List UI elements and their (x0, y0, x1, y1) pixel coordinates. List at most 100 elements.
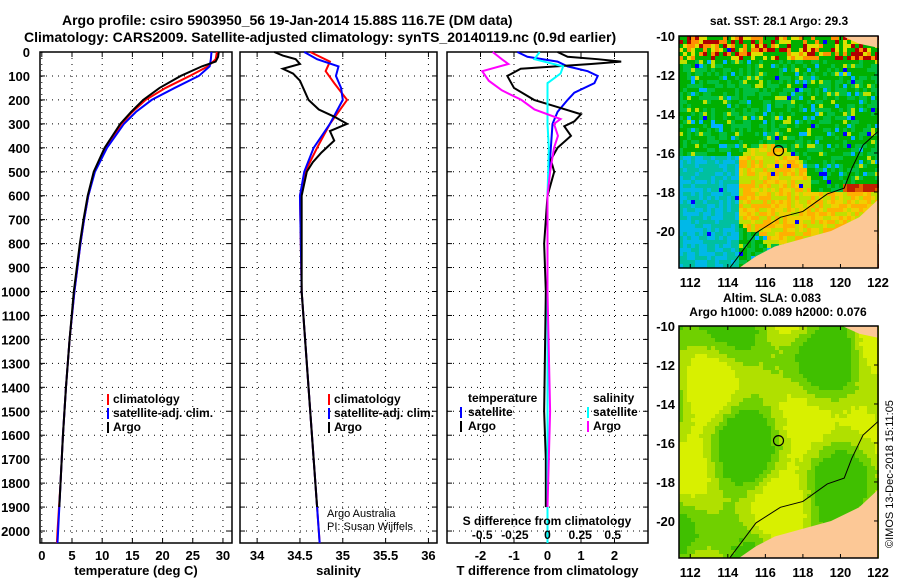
map-cell (679, 96, 683, 100)
map-cell (799, 422, 803, 426)
map-cell (823, 358, 827, 362)
map-cell (771, 172, 775, 176)
map-cell (755, 144, 759, 148)
map-cell (699, 72, 703, 76)
map-cell (751, 192, 755, 196)
map-cell (867, 354, 871, 358)
map-cell (803, 44, 807, 48)
map-cell (775, 120, 779, 124)
map-cell (875, 458, 879, 462)
map-cell (775, 88, 779, 92)
map-cell (715, 264, 719, 268)
map-cell (823, 426, 827, 430)
map-cell (679, 52, 683, 56)
map-cell (847, 204, 851, 208)
map-cell (827, 358, 831, 362)
map-cell (843, 96, 847, 100)
map-cell (683, 176, 687, 180)
map-cell (743, 76, 747, 80)
map-cell (731, 366, 735, 370)
map-cell (743, 100, 747, 104)
map-cell (699, 442, 703, 446)
map-cell (775, 378, 779, 382)
map-cell (751, 204, 755, 208)
map-cell (855, 350, 859, 354)
map-cell (787, 112, 791, 116)
map-cell (703, 338, 707, 342)
map-cell (871, 200, 875, 204)
map-cell (763, 176, 767, 180)
map-cell (715, 426, 719, 430)
map-cell (815, 80, 819, 84)
map-cell (859, 378, 863, 382)
map-cell (723, 112, 727, 116)
map-cell (691, 334, 695, 338)
map-cell (783, 176, 787, 180)
map-cell (691, 446, 695, 450)
map-cell (851, 76, 855, 80)
map-cell (771, 334, 775, 338)
map-cell (759, 128, 763, 132)
map-cell (815, 212, 819, 216)
map-cell (755, 88, 759, 92)
map-cell (691, 208, 695, 212)
map-cell (711, 414, 715, 418)
map-cell (815, 128, 819, 132)
map-cell (867, 140, 871, 144)
map-cell (747, 450, 751, 454)
map-cell (847, 116, 851, 120)
map-cell (763, 164, 767, 168)
map-cell (743, 430, 747, 434)
map-cell (811, 80, 815, 84)
map-cell (695, 378, 699, 382)
y-tick-label: 1300 (1, 356, 30, 371)
map-cell (819, 438, 823, 442)
map-cell (799, 76, 803, 80)
map-cell (723, 100, 727, 104)
map-cell (795, 334, 799, 338)
map-cell (875, 342, 879, 346)
map-cell (699, 172, 703, 176)
map-cell (691, 422, 695, 426)
map-cell (695, 438, 699, 442)
map-cell (823, 100, 827, 104)
map-cell (731, 426, 735, 430)
map-cell (775, 140, 779, 144)
map-cell (839, 354, 843, 358)
map-cell (807, 180, 811, 184)
map-cell (683, 188, 687, 192)
map-cell (843, 64, 847, 68)
map-cell (807, 48, 811, 52)
map-cell (747, 116, 751, 120)
map-cell (727, 208, 731, 212)
map-cell (831, 438, 835, 442)
map-cell (859, 180, 863, 184)
map-cell (707, 124, 711, 128)
map-cell (867, 438, 871, 442)
map-cell (851, 438, 855, 442)
map-cell (811, 406, 815, 410)
map-cell (703, 92, 707, 96)
map-cell (875, 358, 879, 362)
map-cell (739, 184, 743, 188)
map-cell (723, 390, 727, 394)
map-cell (851, 378, 855, 382)
map-cell (819, 180, 823, 184)
map-cell (859, 458, 863, 462)
map-cell (707, 244, 711, 248)
map-cell (763, 438, 767, 442)
map-cell (803, 80, 807, 84)
map-cell (711, 220, 715, 224)
map-cell (751, 248, 755, 252)
map-cell (871, 454, 875, 458)
map-cell (723, 124, 727, 128)
map-cell (679, 132, 683, 136)
map-cell (739, 196, 743, 200)
map-cell (803, 36, 807, 40)
map-cell (703, 156, 707, 160)
map-cell (783, 44, 787, 48)
map-cell (723, 204, 727, 208)
map-cell (787, 40, 791, 44)
map-cell (707, 100, 711, 104)
map-cell (851, 458, 855, 462)
